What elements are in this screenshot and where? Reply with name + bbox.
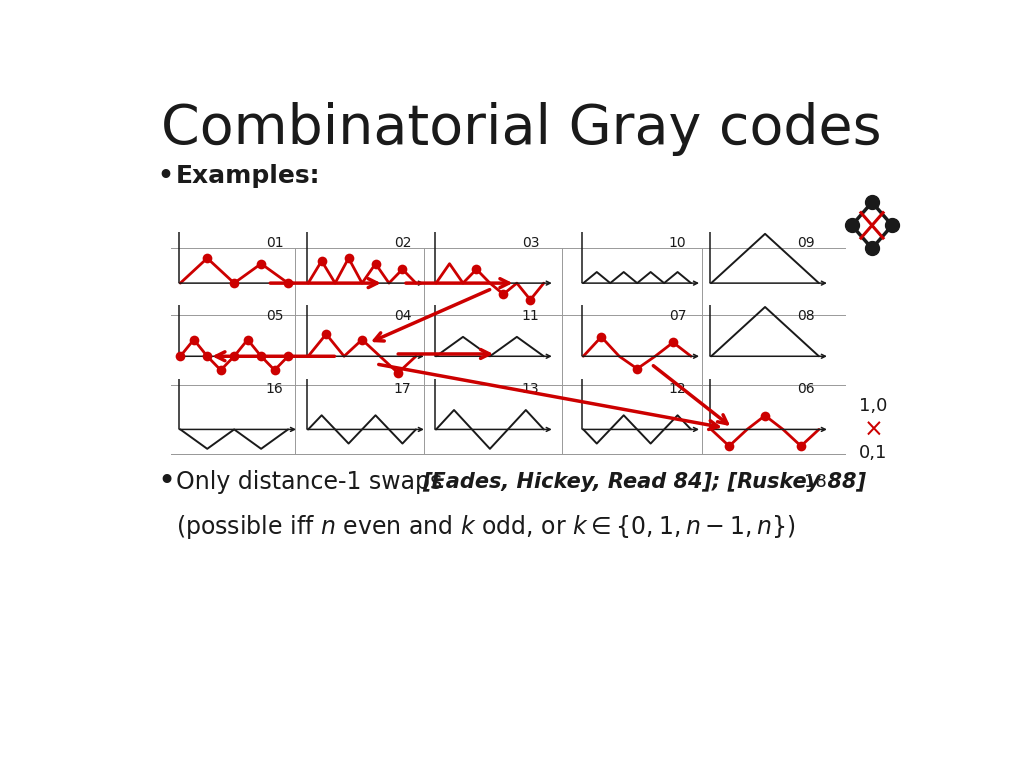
Text: Examples:: Examples: [176, 164, 321, 187]
Text: 1,0: 1,0 [859, 397, 888, 415]
Text: ×: × [863, 418, 884, 442]
Text: 06: 06 [797, 382, 814, 396]
Text: 17: 17 [393, 382, 412, 396]
Text: 01: 01 [266, 236, 284, 250]
Text: •: • [158, 467, 175, 496]
Text: Combinatorial Gray codes: Combinatorial Gray codes [161, 102, 882, 156]
Text: 07: 07 [669, 309, 686, 323]
Text: Only distance-1 swaps: Only distance-1 swaps [176, 470, 458, 494]
Text: 11: 11 [521, 309, 540, 323]
Text: 05: 05 [266, 309, 284, 323]
Text: 0,1: 0,1 [859, 444, 888, 462]
Text: 16: 16 [265, 382, 284, 396]
Text: 09: 09 [797, 236, 814, 250]
Text: 18: 18 [804, 473, 826, 491]
Text: 12: 12 [669, 382, 686, 396]
Text: 04: 04 [394, 309, 412, 323]
Text: 08: 08 [797, 309, 814, 323]
Text: •: • [158, 164, 173, 187]
Text: [Eades, Hickey, Read 84]; [Ruskey 88]: [Eades, Hickey, Read 84]; [Ruskey 88] [423, 472, 866, 492]
Text: 02: 02 [394, 236, 412, 250]
Text: 13: 13 [521, 382, 540, 396]
Text: 10: 10 [669, 236, 686, 250]
Text: (possible iff $n$ even and $k$ odd, or $k \in \{0,1,n-1,n\}$): (possible iff $n$ even and $k$ odd, or $… [176, 512, 796, 541]
Text: 03: 03 [521, 236, 540, 250]
